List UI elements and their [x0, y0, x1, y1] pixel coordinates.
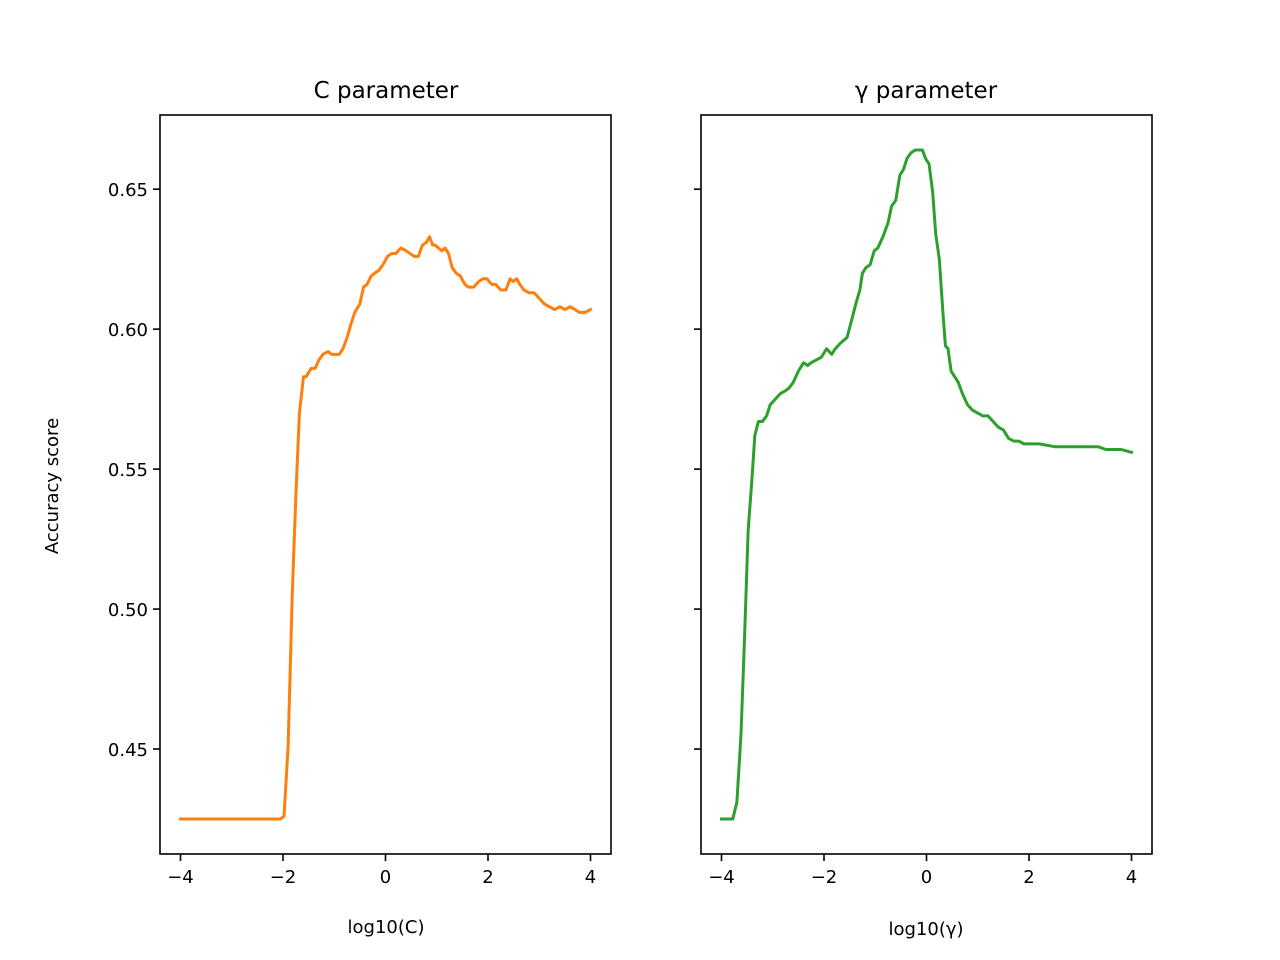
axes-frame: [159, 114, 612, 855]
x-tick-label: 4: [1126, 867, 1137, 888]
y-tick-label: 0.45: [108, 740, 148, 761]
x-tick-label: −2: [811, 867, 838, 888]
y-tick-label: 0.65: [108, 180, 148, 201]
axes-frame: [700, 114, 1153, 855]
x-tick-label: −4: [167, 867, 194, 888]
x-ticks: −4 −2 0 2 4: [167, 854, 596, 888]
x-tick-label: 0: [921, 867, 932, 888]
y-axis-label: Accuracy score: [42, 418, 63, 554]
panel-c-parameter: C parameter 0.45 0.50 0.55 0.60 0.65 −4 −2 0 2 4…: [42, 78, 612, 938]
panel-title: C parameter: [314, 78, 459, 104]
x-axis-label: log10(C): [348, 917, 425, 938]
y-tick-label: 0.60: [108, 320, 148, 341]
x-tick-label: 4: [585, 867, 596, 888]
x-tick-label: 0: [380, 867, 391, 888]
series-line-c: [179, 235, 593, 821]
x-tick-label: 2: [482, 867, 493, 888]
y-ticks: [694, 188, 701, 750]
panel-title: γ parameter: [855, 78, 998, 104]
x-axis-label: log10(γ): [888, 919, 963, 940]
x-tick-label: −4: [708, 867, 735, 888]
y-tick-label: 0.55: [108, 460, 148, 481]
series-line-gamma: [720, 148, 1134, 821]
x-ticks: −4 −2 0 2 4: [708, 854, 1137, 888]
x-tick-label: 2: [1023, 867, 1034, 888]
y-ticks: 0.45 0.50 0.55 0.60 0.65: [108, 180, 160, 761]
y-tick-label: 0.50: [108, 600, 148, 621]
x-tick-label: −2: [270, 867, 297, 888]
panel-gamma-parameter: γ parameter −4 −2 0 2 4 log10(γ): [694, 78, 1153, 940]
